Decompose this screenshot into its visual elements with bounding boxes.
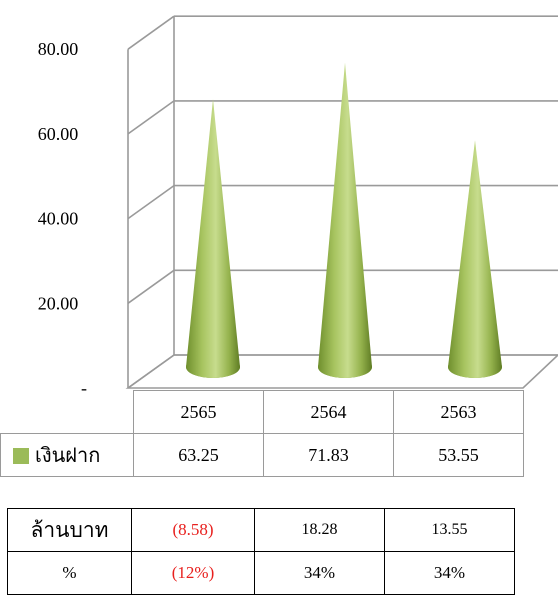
data-table-value: 53.55: [393, 433, 524, 477]
gridline-side: [127, 15, 175, 50]
y-tick-label: 20.00: [38, 293, 79, 313]
data-table-value: 63.25: [133, 433, 264, 477]
gridline-side: [127, 184, 175, 220]
change-cell-negative: (8.58): [131, 508, 255, 552]
change-cell: 18.28: [254, 508, 385, 552]
legend-entry: เงินฝาก: [0, 433, 134, 477]
y-tick-label: 40.00: [38, 209, 79, 229]
gridline-side: [127, 100, 175, 135]
gridline-side: [127, 269, 175, 304]
cone-body: [448, 140, 502, 378]
data-table-header-cell: 2563: [393, 390, 524, 434]
gridline-side: [127, 354, 175, 389]
cone-bar: [186, 99, 240, 378]
data-table: 2565 2564 2563 เงินฝาก 63.25 71.83 53.55: [0, 390, 524, 477]
cone-chart: - 20.00 40.00 60.00 80.00: [38, 15, 558, 392]
change-table-row: ล้านบาท (8.58) 18.28 13.55: [7, 508, 515, 552]
legend-label: เงินฝาก: [35, 445, 101, 467]
cone-body: [318, 62, 372, 378]
data-table-header-cell: 2564: [263, 390, 394, 434]
change-row-label: ล้านบาท: [7, 508, 132, 552]
change-cell: 34%: [384, 551, 515, 595]
change-cell: 13.55: [384, 508, 515, 552]
data-table-value: 71.83: [263, 433, 394, 477]
cone-bar: [318, 62, 372, 378]
change-cell-negative: (12%): [131, 551, 255, 595]
cone-bar: [448, 140, 502, 378]
y-axis-ticks: - 20.00 40.00 60.00 80.00: [38, 39, 87, 392]
data-table-header-row: 2565 2564 2563: [0, 390, 524, 434]
data-table-series-row: เงินฝาก 63.25 71.83 53.55: [0, 433, 524, 477]
y-tick-label: 80.00: [38, 39, 79, 59]
chart-marks: [186, 62, 502, 378]
change-table: ล้านบาท (8.58) 18.28 13.55 % (12%) 34% 3…: [7, 508, 515, 595]
legend-swatch: [13, 448, 29, 464]
y-tick-label: 60.00: [38, 124, 79, 144]
cone-body: [186, 99, 240, 378]
data-table-corner: [0, 390, 134, 434]
change-table-row: % (12%) 34% 34%: [7, 551, 515, 595]
y-tick-label: -: [81, 378, 87, 392]
change-row-label: %: [7, 551, 132, 595]
data-table-header-cell: 2565: [133, 390, 264, 434]
change-cell: 34%: [254, 551, 385, 595]
